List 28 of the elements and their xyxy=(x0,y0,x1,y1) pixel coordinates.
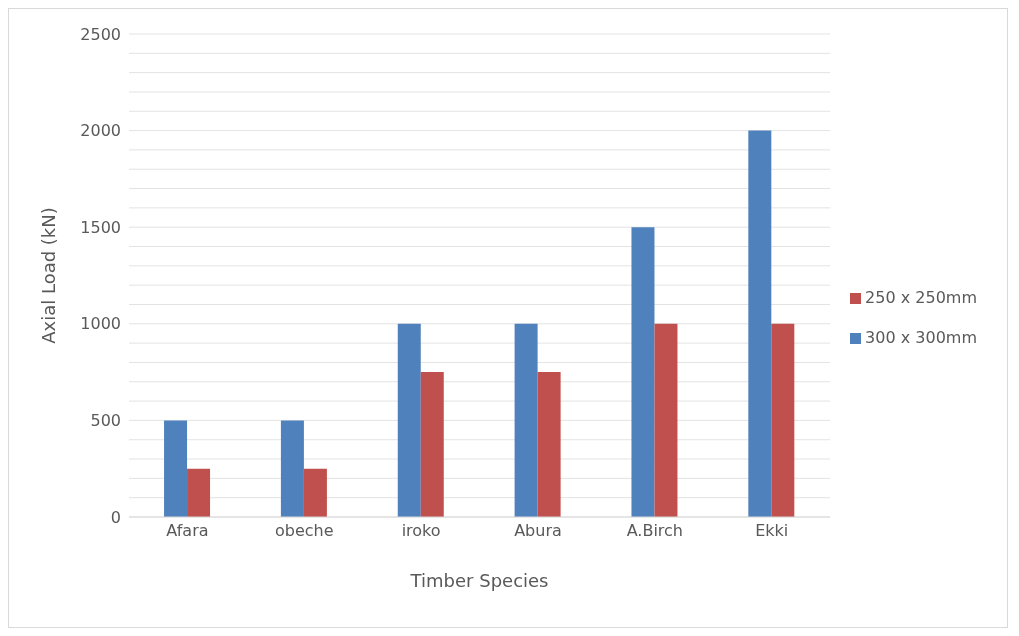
bar xyxy=(303,468,327,517)
x-tick-label: obeche xyxy=(274,521,334,541)
legend-label: 250 x 250mm xyxy=(865,288,977,307)
x-tick-label: Ekki xyxy=(755,521,789,541)
bar xyxy=(164,420,188,517)
bar xyxy=(654,323,678,517)
bar xyxy=(537,372,561,517)
bar xyxy=(631,227,655,517)
bar xyxy=(514,323,538,517)
y-tick-label: 500 xyxy=(90,411,121,431)
y-tick-label: 1000 xyxy=(80,314,121,334)
y-tick-label: 2500 xyxy=(80,24,121,44)
x-axis-title: Timber Species xyxy=(409,570,549,591)
x-tick-label: Abura xyxy=(514,521,562,541)
bar xyxy=(280,420,304,517)
x-tick-label: A.Birch xyxy=(626,521,683,541)
legend-label: 300 x 300mm xyxy=(865,328,977,347)
x-tick-label: Afara xyxy=(166,521,209,541)
bar xyxy=(771,323,795,517)
y-tick-label: 2000 xyxy=(80,121,121,141)
bar xyxy=(187,468,211,517)
y-tick-label: 1500 xyxy=(80,217,121,237)
bar xyxy=(420,372,444,517)
x-tick-label: iroko xyxy=(401,521,441,541)
bar xyxy=(397,323,421,517)
y-axis-title: Axial Load (kN) xyxy=(38,207,60,344)
bar xyxy=(748,130,772,517)
y-tick-label: 0 xyxy=(110,507,121,527)
